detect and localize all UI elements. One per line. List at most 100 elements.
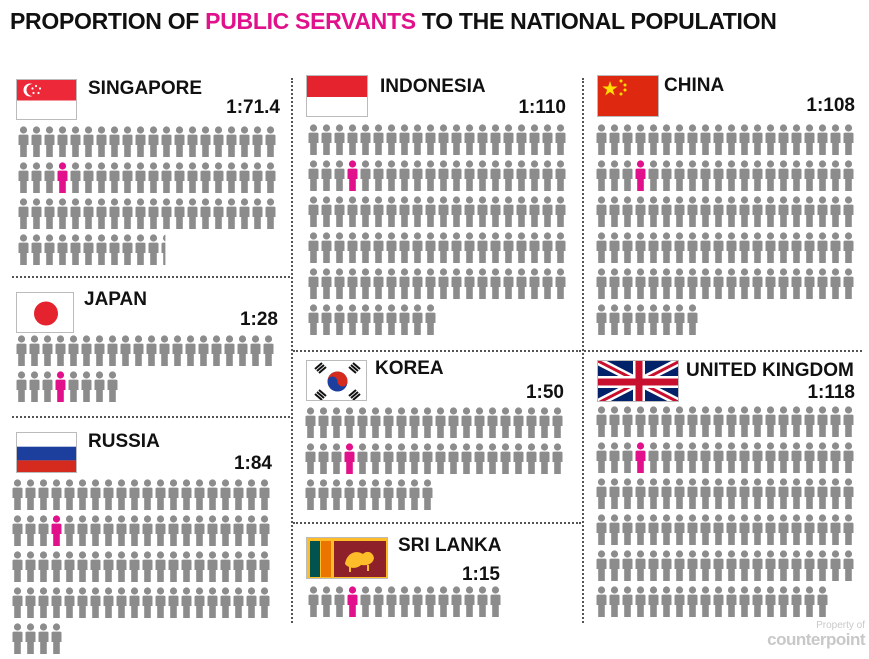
- person-figure: [412, 304, 423, 335]
- person-figure: [90, 587, 101, 618]
- person-figure: [435, 443, 446, 474]
- person-figure: [700, 442, 711, 473]
- person-figure: [386, 268, 397, 299]
- person-figure: [383, 407, 394, 438]
- person-figure: [635, 304, 646, 335]
- person-figure: [526, 407, 537, 438]
- person-figure: [451, 232, 462, 263]
- person-figure: [477, 232, 488, 263]
- person-figure: [51, 623, 62, 654]
- person-figure: [765, 478, 776, 509]
- person-figure: [305, 407, 316, 438]
- person-figure: [830, 550, 841, 581]
- person-figure: [687, 268, 698, 299]
- person-figure: [334, 196, 345, 227]
- person-figure: [68, 335, 79, 366]
- person-figure: [661, 196, 672, 227]
- person-figure: [334, 304, 345, 335]
- pictogram-indonesia: [308, 124, 568, 340]
- person-figure: [64, 551, 75, 582]
- person-figure: [239, 126, 250, 157]
- person-figure: [109, 234, 120, 265]
- person-figure: [661, 268, 672, 299]
- person-figure: [622, 196, 633, 227]
- person-figure: [843, 196, 854, 227]
- person-figure: [817, 550, 828, 581]
- person-figure: [542, 232, 553, 263]
- person-figure: [817, 442, 828, 473]
- ratio-korea: 1:50: [525, 382, 564, 403]
- person-figure: [172, 335, 183, 366]
- person-figure: [308, 304, 319, 335]
- person-figure: [542, 124, 553, 155]
- person-figure: [435, 407, 446, 438]
- person-figure: [752, 478, 763, 509]
- person-figure: [490, 268, 501, 299]
- person-figure: [674, 124, 685, 155]
- person-figure: [194, 587, 205, 618]
- person-figure: [490, 232, 501, 263]
- person-figure: [739, 406, 750, 437]
- person-figure: [778, 442, 789, 473]
- person-figure: [778, 406, 789, 437]
- person-figure: [687, 550, 698, 581]
- person-figure: [412, 268, 423, 299]
- person-figure: [451, 586, 462, 617]
- person-figure: [765, 550, 776, 581]
- person-figure: [386, 160, 397, 191]
- person-figure: [552, 407, 563, 438]
- person-figure: [804, 160, 815, 191]
- person-figure: [155, 515, 166, 546]
- person-figure: [83, 198, 94, 229]
- person-figure: [516, 124, 527, 155]
- person-figure: [555, 196, 566, 227]
- person-figure: [213, 126, 224, 157]
- person-figure: [503, 268, 514, 299]
- person-figure: [360, 124, 371, 155]
- person-figure: [265, 162, 276, 193]
- person-figure: [765, 124, 776, 155]
- person-figure: [830, 268, 841, 299]
- ratio-indonesia: 1:110: [518, 97, 566, 118]
- person-figure: [791, 514, 802, 545]
- person-figure: [791, 268, 802, 299]
- person-figure: [739, 124, 750, 155]
- country-name-sri-lanka: SRI LANKA: [398, 535, 502, 556]
- row-divider-indonesia-korea: [293, 350, 581, 352]
- person-figure: [122, 126, 133, 157]
- person-figure: [464, 586, 475, 617]
- person-figure: [791, 442, 802, 473]
- person-figure: [843, 442, 854, 473]
- person-figure: [739, 478, 750, 509]
- person-figure: [38, 623, 49, 654]
- person-figure: [461, 407, 472, 438]
- person-figure: [687, 406, 698, 437]
- public-servant-figure: [55, 371, 66, 402]
- person-figure: [451, 124, 462, 155]
- person-figure: [226, 126, 237, 157]
- person-figure: [129, 479, 140, 510]
- person-figure: [529, 160, 540, 191]
- person-figure: [516, 196, 527, 227]
- person-figure: [609, 586, 620, 617]
- pictogram-japan: [16, 335, 276, 407]
- person-figure: [674, 268, 685, 299]
- person-figure: [220, 515, 231, 546]
- person-figure: [726, 586, 737, 617]
- person-figure: [412, 196, 423, 227]
- person-figure: [791, 550, 802, 581]
- person-figure: [161, 126, 172, 157]
- person-figure: [438, 586, 449, 617]
- ratio-sri-lanka: 1:15: [461, 564, 500, 585]
- person-figure: [109, 198, 120, 229]
- person-figure: [542, 268, 553, 299]
- person-figure: [726, 550, 737, 581]
- person-figure: [64, 515, 75, 546]
- person-figure: [233, 587, 244, 618]
- person-figure: [752, 586, 763, 617]
- person-figure: [700, 268, 711, 299]
- person-figure: [726, 160, 737, 191]
- public-servant-figure: [57, 162, 68, 193]
- person-figure: [70, 162, 81, 193]
- person-figure: [791, 124, 802, 155]
